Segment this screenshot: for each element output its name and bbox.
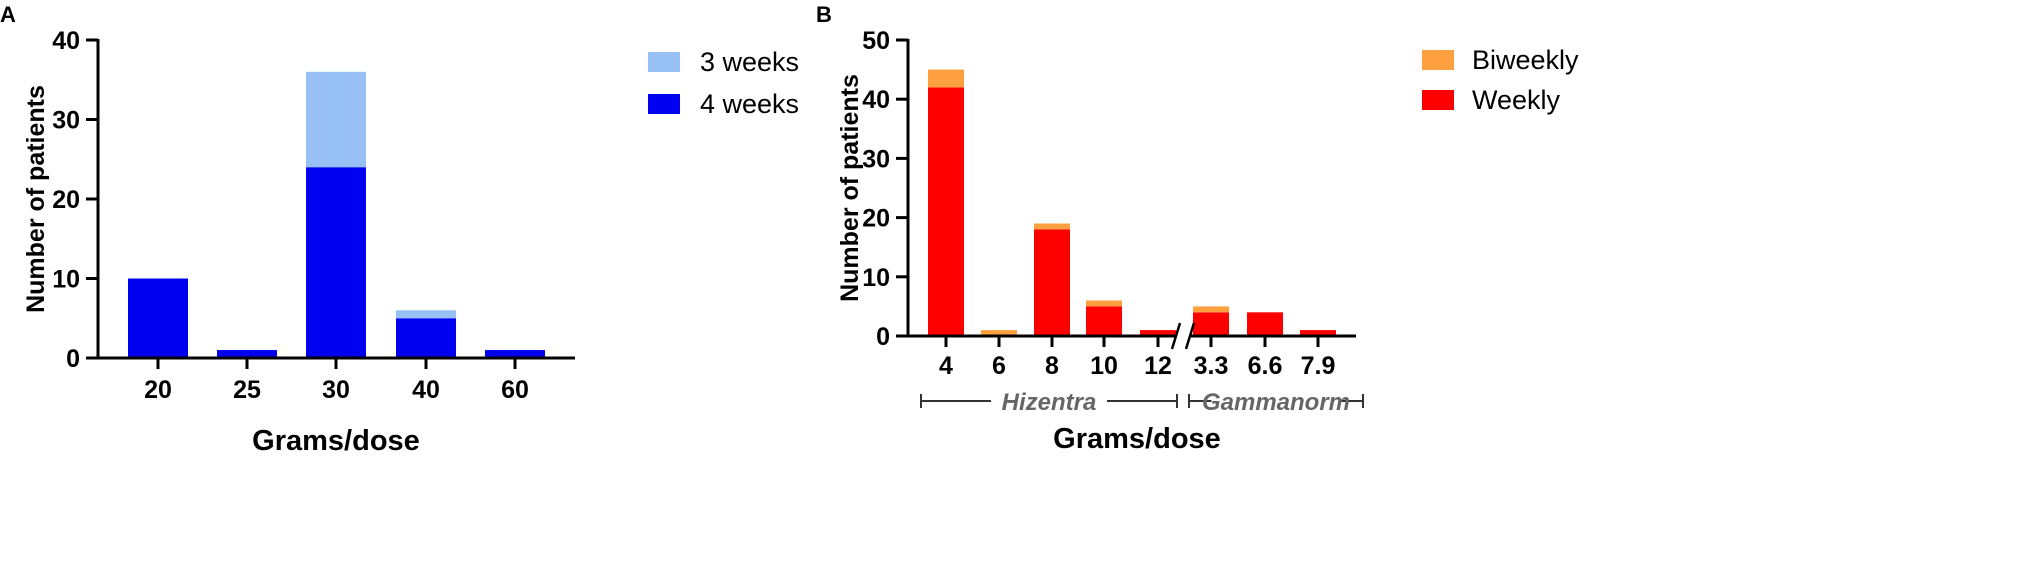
bar-3-weeks-40 xyxy=(396,310,456,319)
y-tick-label: 20 xyxy=(862,205,890,233)
y-tick-label: 40 xyxy=(52,27,80,55)
x-axis-title: Grams/dose xyxy=(1053,423,1221,455)
axis-break-mark xyxy=(1184,322,1196,350)
x-tick-label: 40 xyxy=(412,376,440,404)
bar-3-weeks-30 xyxy=(306,71,366,168)
x-tick-label: 6.6 xyxy=(1248,352,1283,380)
bar-4-weeks-60 xyxy=(485,350,545,358)
legend-swatch xyxy=(648,52,680,72)
bar-4-weeks-25 xyxy=(217,350,277,358)
panel-letter: B xyxy=(816,2,832,27)
legend-swatch xyxy=(1422,90,1454,110)
x-tick-label: 7.9 xyxy=(1301,352,1336,380)
legend-swatch xyxy=(648,94,680,114)
legend-label: 4 weeks xyxy=(700,89,799,119)
bar-biweekly-10 xyxy=(1086,300,1122,307)
bar-biweekly-6 xyxy=(981,330,1017,336)
x-tick-label: 12 xyxy=(1144,352,1172,380)
x-tick-label: 20 xyxy=(144,376,172,404)
y-tick-label: 0 xyxy=(876,323,890,351)
group-label: Gammanorm xyxy=(1202,389,1350,416)
y-tick-label: 50 xyxy=(862,27,890,55)
bar-4-weeks-40 xyxy=(396,318,456,358)
x-tick-label: 4 xyxy=(939,352,953,380)
bar-weekly-10 xyxy=(1086,306,1122,336)
x-tick-label: 30 xyxy=(322,376,350,404)
y-axis-title: Number of patients xyxy=(836,74,864,302)
legend-swatch xyxy=(1422,50,1454,70)
legend-label: Biweekly xyxy=(1472,45,1579,75)
x-tick-label: 8 xyxy=(1045,352,1059,380)
bar-weekly-3_3 xyxy=(1193,312,1229,336)
group-bracket-gammanorm: Gammanorm xyxy=(1188,389,1364,416)
panel-b-bar-chart: B 0 10 20 30 40 50 4 6 8 10 12 3.3 6.6 7.9 Number of pa… xyxy=(816,2,1579,455)
y-tick-label: 20 xyxy=(52,186,80,214)
bar-biweekly-3_3 xyxy=(1193,306,1229,313)
legend-label: 3 weeks xyxy=(700,47,799,77)
x-tick-label: 60 xyxy=(501,376,529,404)
x-tick-label: 6 xyxy=(992,352,1006,380)
bar-weekly-6_6 xyxy=(1247,312,1283,336)
panel-letter: A xyxy=(0,2,16,27)
bar-4-weeks-20 xyxy=(128,278,188,358)
y-tick-label: 10 xyxy=(862,264,890,292)
x-tick-label: 25 xyxy=(233,376,261,404)
y-tick-label: 30 xyxy=(52,107,80,135)
x-tick-label: 10 xyxy=(1090,352,1118,380)
x-axis-title: Grams/dose xyxy=(252,425,420,457)
axis-break-mark xyxy=(1170,322,1182,350)
bar-weekly-8 xyxy=(1034,229,1070,336)
bar-biweekly-4 xyxy=(928,69,964,88)
group-bracket-hizentra: Hizentra xyxy=(920,389,1178,416)
y-tick-label: 40 xyxy=(862,86,890,114)
bar-weekly-12 xyxy=(1140,330,1176,336)
y-tick-label: 30 xyxy=(862,145,890,173)
x-tick-label: 3.3 xyxy=(1194,352,1229,380)
y-tick-label: 0 xyxy=(66,345,80,373)
bar-4-weeks-30 xyxy=(306,167,366,358)
bar-weekly-4 xyxy=(928,87,964,336)
group-label: Hizentra xyxy=(1002,389,1097,416)
y-tick-label: 10 xyxy=(52,266,80,294)
panel-a-bar-chart: A 0 10 20 30 40 20 25 30 40 60 Number of patients Gr… xyxy=(0,2,799,457)
y-axis-title: Number of patients xyxy=(22,85,50,313)
bar-biweekly-8 xyxy=(1034,223,1070,230)
bar-weekly-7_9 xyxy=(1300,330,1336,336)
legend-label: Weekly xyxy=(1472,85,1561,115)
